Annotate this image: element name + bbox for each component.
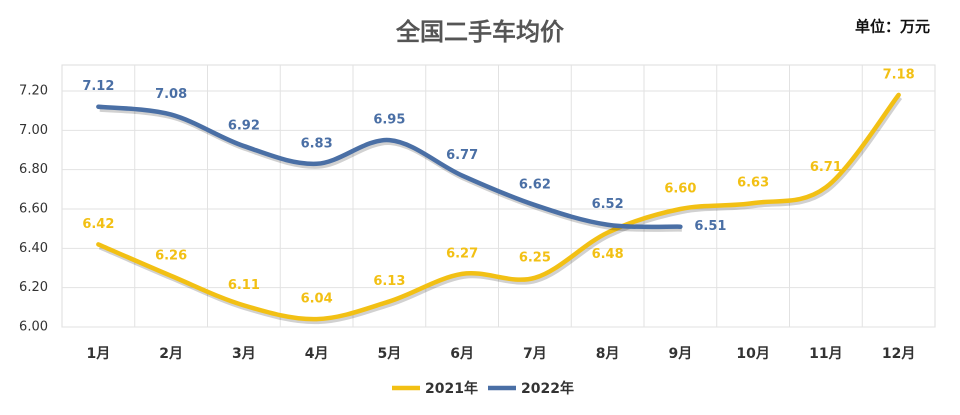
- data-label: 6.42: [82, 217, 114, 232]
- data-label: 6.27: [446, 246, 478, 261]
- legend-label: 2021年: [425, 380, 478, 397]
- data-label: 6.51: [694, 219, 726, 234]
- data-label: 6.11: [228, 278, 260, 293]
- y-tick-label: 6.80: [19, 162, 48, 177]
- x-tick-label: 9月: [669, 346, 693, 362]
- x-tick-label: 11月: [809, 346, 842, 362]
- x-tick-label: 5月: [378, 346, 402, 362]
- x-tick-label: 10月: [736, 346, 769, 362]
- data-label: 6.92: [228, 119, 260, 134]
- data-label: 6.13: [373, 274, 405, 289]
- x-tick-label: 1月: [87, 346, 111, 362]
- y-tick-label: 6.20: [19, 280, 48, 295]
- x-tick-label: 8月: [596, 346, 620, 362]
- y-tick-label: 6.40: [19, 241, 48, 256]
- data-label: 6.62: [519, 178, 551, 193]
- data-label: 6.25: [519, 250, 551, 265]
- data-label: 7.08: [155, 87, 187, 102]
- data-label: 7.18: [883, 67, 915, 82]
- data-label: 6.63: [737, 176, 769, 191]
- x-tick-label: 7月: [523, 346, 547, 362]
- x-tick-label: 12月: [882, 346, 915, 362]
- data-label: 6.52: [592, 197, 624, 212]
- y-tick-label: 7.00: [19, 123, 48, 138]
- series-line: [96, 92, 901, 322]
- data-label: 6.71: [810, 160, 842, 175]
- data-label: 6.26: [155, 248, 187, 263]
- x-tick-label: 6月: [450, 346, 474, 362]
- legend-label: 2022年: [521, 380, 574, 397]
- x-tick-label: 4月: [305, 346, 329, 362]
- chart-title: 全国二手车均价: [395, 18, 565, 46]
- data-label: 6.95: [373, 113, 405, 128]
- y-tick-label: 6.00: [19, 320, 48, 335]
- data-label: 6.83: [301, 136, 333, 151]
- data-label: 6.04: [301, 292, 333, 307]
- x-tick-label: 2月: [159, 346, 183, 362]
- x-tick-label: 3月: [232, 346, 256, 362]
- y-tick-label: 7.20: [19, 84, 48, 99]
- data-label: 6.60: [664, 182, 696, 197]
- unit-label: 单位：万元: [855, 18, 930, 36]
- data-label: 6.48: [592, 247, 624, 262]
- y-tick-label: 6.60: [19, 202, 48, 217]
- data-label: 7.12: [82, 79, 114, 94]
- series-line: [96, 104, 683, 230]
- data-label: 6.77: [446, 148, 478, 163]
